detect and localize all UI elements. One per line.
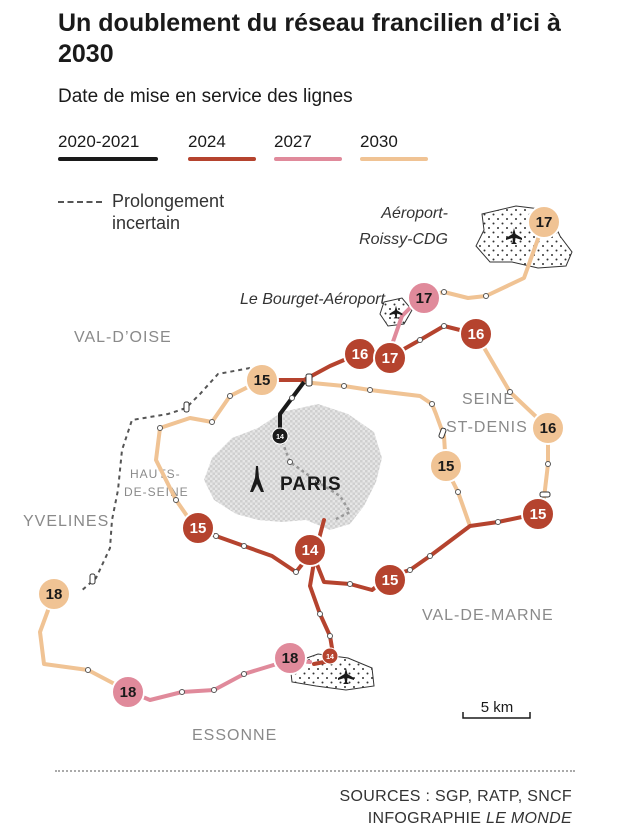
line-marker-label: 15: [382, 572, 399, 589]
dept-label-val-doise: VAL-D’OISE: [74, 329, 172, 346]
line-15-west-2030: [154, 378, 264, 528]
dashed-line-icon: [58, 201, 102, 204]
line-15-south-2024: [192, 512, 538, 592]
page-subtitle: Date de mise en service des lignes: [58, 86, 353, 107]
city-label-paris: PARIS: [280, 474, 342, 495]
line-marker-label: 18: [46, 586, 63, 603]
line-marker-label: 15: [254, 372, 271, 389]
line-marker-18: [273, 641, 307, 675]
line-marker-16: [531, 411, 565, 445]
line-marker-label: 14: [326, 654, 334, 661]
line-marker-label: 17: [536, 214, 553, 231]
line-marker-label: 15: [530, 506, 547, 523]
line-marker-15: [521, 497, 555, 531]
line-marker-label: 16: [468, 326, 485, 343]
line-18-2030: [38, 592, 128, 692]
legend-swatch: [360, 157, 428, 161]
line-14-2020: [278, 380, 306, 436]
credit-name: LE MONDE: [486, 810, 572, 827]
legend-item-2030: 2030: [360, 132, 428, 161]
airport-label-cdg-1: Aéroport-: [380, 205, 448, 222]
legend-item-2027: 2027: [274, 132, 342, 161]
line-marker-17: [527, 205, 561, 239]
legend-swatch: [58, 157, 158, 161]
line-marker-label: 14: [302, 542, 319, 559]
dept-label-val-de-marne: VAL-DE-MARNE: [422, 607, 554, 624]
credit-prefix: INFOGRAPHIE: [367, 810, 487, 827]
line-marker-label: 15: [438, 458, 455, 475]
line-marker-15: [181, 511, 215, 545]
line-marker-15: [245, 363, 279, 397]
airplane-icon-bourget: [389, 305, 403, 319]
dept-label-yvelines: YVELINES: [23, 513, 109, 530]
dept-label-st-denis: ST-DENIS: [446, 419, 528, 436]
line-marker-18: [37, 577, 71, 611]
line-marker-16: [459, 317, 493, 351]
legend-label: 2030: [360, 132, 398, 151]
dept-label-hauts: HAUTS-: [130, 467, 181, 481]
line-marker-14: [293, 533, 327, 567]
credit-line: INFOGRAPHIE LE MONDE: [340, 808, 572, 830]
line-marker-label: 17: [382, 350, 399, 367]
legend-item-2020-2021: 2020-2021: [58, 132, 158, 161]
airport-label-cdg-2: Roissy-CDG: [359, 231, 448, 248]
sources: SOURCES : SGP, RATP, SNCF INFOGRAPHIE LE…: [340, 786, 572, 830]
legend-item-2024: 2024: [188, 132, 256, 161]
dept-label-essonne: ESSONNE: [192, 727, 277, 744]
page-title: Un doublement du réseau francilien d’ici…: [58, 9, 561, 68]
scale-bar: [462, 712, 531, 719]
airplane-icon-cdg: [506, 228, 522, 244]
separator: [55, 770, 575, 772]
line-marker-label: 14: [276, 434, 284, 441]
line-marker-label: 18: [282, 650, 299, 667]
line-marker-18: [111, 675, 145, 709]
legend-swatch: [274, 157, 342, 161]
prolongement-label-2: incertain: [112, 213, 181, 233]
dept-label-seine: SEINE-: [462, 391, 521, 408]
airplane-icon-orly: [338, 668, 354, 684]
line-marker-14: [271, 427, 289, 445]
eiffel-tower-icon: [250, 466, 264, 492]
sources-line: SOURCES : SGP, RATP, SNCF: [339, 788, 572, 805]
airport-label-bourget: Le Bourget-Aéroport: [240, 291, 386, 308]
legend-swatch: [188, 157, 256, 161]
legend-label: 2024: [188, 132, 226, 151]
legend-prolongement: Prolongement incertain: [58, 190, 224, 234]
line-marker-label: 15: [190, 520, 207, 537]
legend-label: 2020-2021: [58, 132, 140, 151]
line-marker-15: [373, 563, 407, 597]
line-marker-label: 18: [120, 684, 137, 701]
line-14-existing: [278, 435, 352, 522]
scale-label: 5 km: [481, 699, 514, 716]
line-marker-label: 16: [352, 346, 369, 363]
prolongement-label: Prolongement: [112, 191, 225, 211]
line-marker-17: [407, 281, 441, 315]
line-marker-17: [373, 341, 407, 375]
dept-label-de-seine: DE-SEINE: [124, 485, 189, 499]
line-marker-15: [429, 449, 463, 483]
line-marker-14: [321, 647, 339, 665]
legend-label: 2027: [274, 132, 312, 151]
paris-area: [204, 404, 382, 530]
line-marker-label: 17: [416, 290, 433, 307]
line-marker-label: 16: [540, 420, 557, 437]
